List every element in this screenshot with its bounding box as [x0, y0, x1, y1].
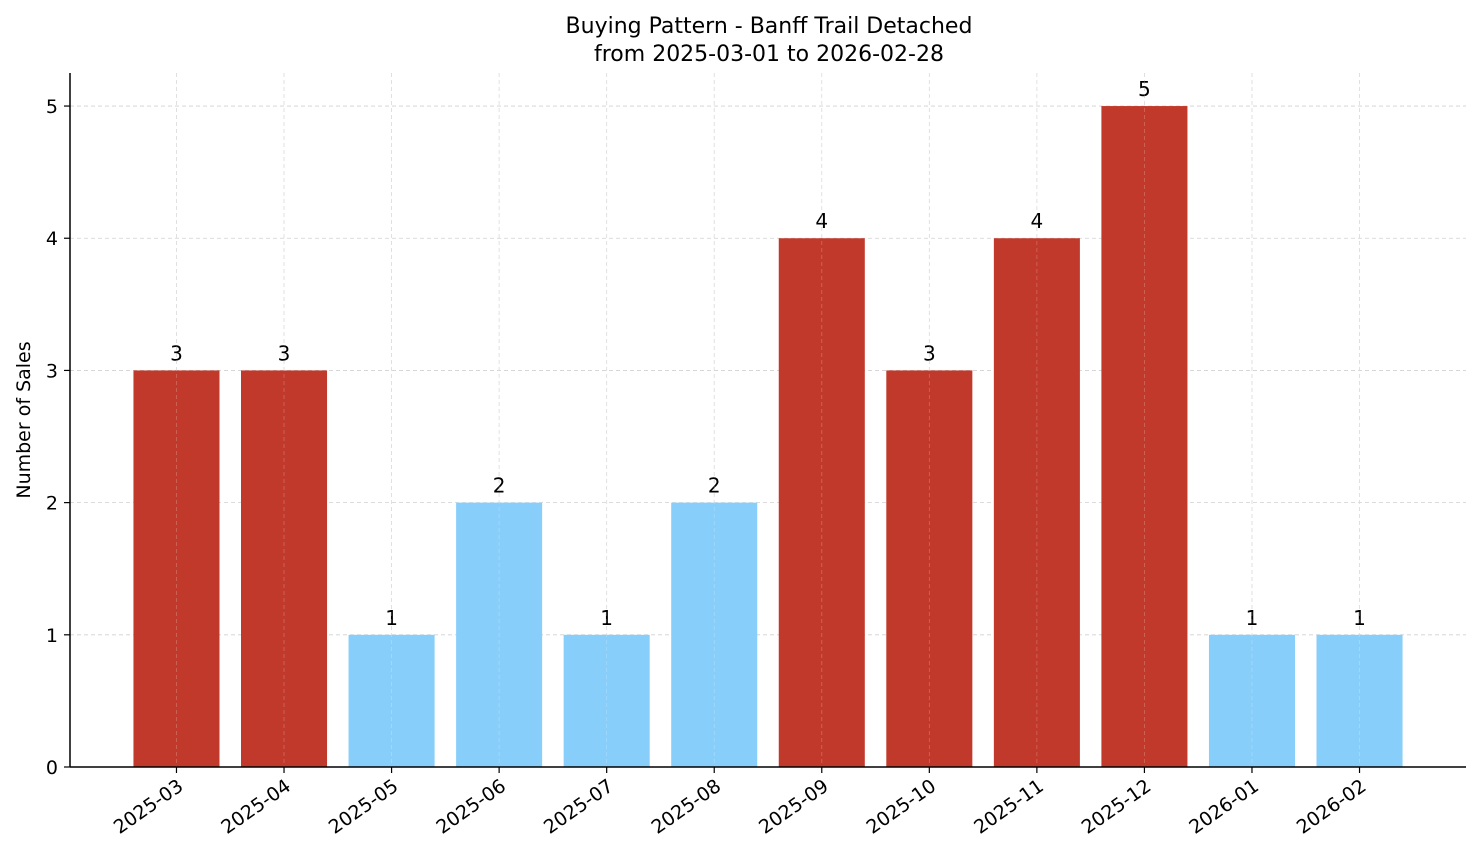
- data-label: 4: [815, 209, 828, 233]
- x-tick-label: 2025-05: [325, 775, 403, 839]
- bar-2025-06: [456, 502, 543, 767]
- bar-2025-11: [993, 238, 1080, 767]
- y-tick-label: 2: [46, 493, 58, 515]
- y-tick-label: 4: [46, 228, 58, 250]
- bars: [133, 106, 1403, 768]
- x-tick-label: 2025-06: [432, 775, 510, 839]
- data-labels: 3 3 1 2 1 2 4 3 4 5 1 1: [170, 73, 1366, 767]
- x-tick-label: 2026-02: [1293, 775, 1371, 839]
- y-tick-label: 3: [46, 360, 58, 382]
- x-tick-label: 2025-04: [217, 775, 295, 839]
- x-tick-label: 2025-12: [1078, 775, 1156, 839]
- y-tick-label: 1: [46, 625, 58, 647]
- x-tick-label: 2025-03: [110, 775, 188, 839]
- x-tick-label: 2025-09: [755, 775, 833, 839]
- x-tick-label: 2025-10: [863, 775, 941, 839]
- bar-2025-10: [886, 370, 973, 767]
- bar-2026-01: [1208, 634, 1295, 767]
- data-label: 3: [923, 341, 936, 365]
- bar-2025-07: [563, 634, 650, 767]
- y-tick-label: 0: [46, 757, 58, 779]
- x-tick-label: 2025-08: [647, 775, 725, 839]
- data-label: 1: [600, 606, 613, 630]
- data-label: 1: [1353, 606, 1366, 630]
- data-label: 1: [1246, 606, 1259, 630]
- x-tick-label: 2025-11: [970, 775, 1048, 839]
- bar-2025-05: [348, 634, 435, 767]
- bar-2026-02: [1316, 634, 1403, 767]
- data-label: 4: [1031, 209, 1044, 233]
- data-label: 3: [278, 341, 291, 365]
- chart-subtitle: from 2025-03-01 to 2026-02-28: [594, 42, 944, 67]
- data-label: 2: [708, 474, 721, 498]
- data-label: 2: [493, 474, 506, 498]
- y-axis-label: Number of Sales: [13, 341, 35, 498]
- data-label: 3: [170, 341, 183, 365]
- bar-2025-12: [1101, 106, 1188, 768]
- x-tick-label: 2026-01: [1185, 775, 1263, 839]
- data-label: 1: [385, 606, 398, 630]
- bar-2025-08: [671, 502, 758, 767]
- x-tick-label: 2025-07: [540, 775, 618, 839]
- bar-2025-04: [241, 370, 328, 767]
- bar-2025-09: [778, 238, 865, 767]
- data-label: 5: [1138, 77, 1151, 101]
- bar-2025-03: [133, 370, 220, 767]
- chart-title: Buying Pattern - Banff Trail Detached: [566, 14, 973, 39]
- y-tick-label: 5: [46, 96, 58, 118]
